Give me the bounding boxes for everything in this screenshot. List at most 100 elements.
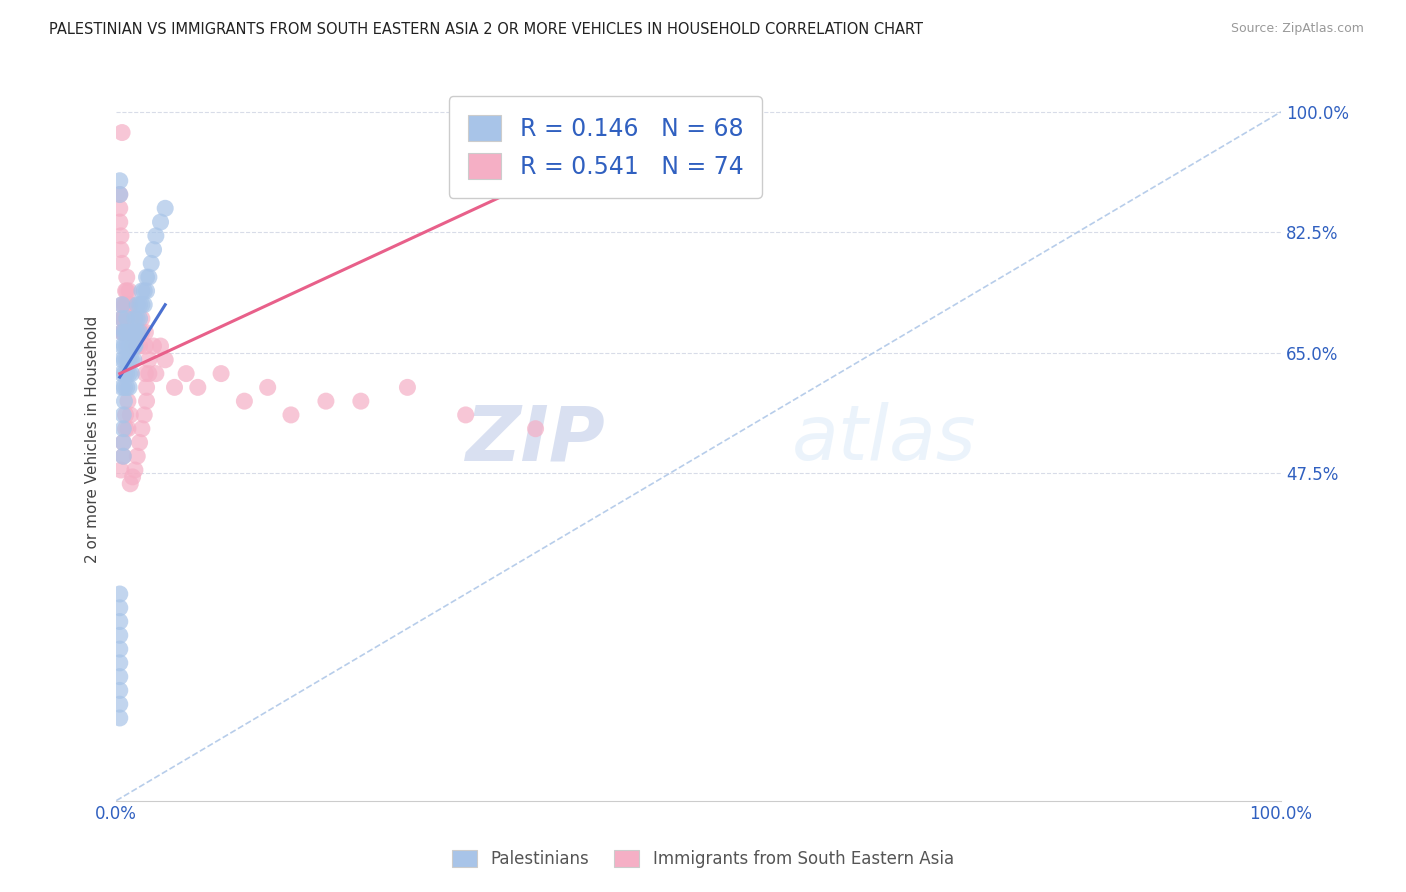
Point (114, 408, 136, 422)
Y-axis label: 2 or more Vehicles in Household: 2 or more Vehicles in Household (86, 316, 100, 563)
Point (111, 352, 134, 367)
Point (135, 380, 157, 394)
Point (145, 367, 167, 381)
Legend: R = 0.146   N = 68, R = 0.541   N = 74: R = 0.146 N = 68, R = 0.541 N = 74 (449, 96, 762, 198)
Point (108, 600, 131, 615)
Point (118, 326, 141, 340)
Point (111, 311, 134, 326)
Point (128, 339, 150, 353)
Point (112, 311, 135, 326)
Point (120, 326, 142, 340)
Point (124, 311, 146, 326)
Point (118, 367, 141, 381)
Point (134, 298, 156, 312)
Point (121, 339, 143, 353)
Point (134, 284, 156, 298)
Point (110, 228, 132, 243)
Point (209, 367, 232, 381)
Point (131, 298, 153, 312)
Point (112, 326, 135, 340)
Point (112, 298, 135, 312)
Point (120, 352, 142, 367)
Point (111, 367, 134, 381)
Point (187, 380, 209, 394)
Point (153, 202, 176, 216)
Point (120, 367, 142, 381)
Point (141, 256, 163, 270)
Point (110, 243, 132, 257)
Point (114, 298, 136, 312)
Point (112, 326, 135, 340)
Point (112, 352, 135, 367)
Point (112, 408, 135, 422)
Point (131, 284, 153, 298)
Legend: Palestinians, Immigrants from South Eastern Asia: Palestinians, Immigrants from South East… (446, 843, 960, 875)
Point (120, 326, 142, 340)
Point (256, 380, 278, 394)
Point (111, 298, 134, 312)
Point (127, 311, 149, 326)
Point (118, 284, 141, 298)
Point (115, 380, 138, 394)
Point (111, 126, 134, 140)
Point (120, 311, 142, 326)
Point (112, 380, 135, 394)
Point (108, 628, 131, 642)
Point (120, 476, 142, 491)
Point (128, 326, 150, 340)
Point (114, 284, 136, 298)
Point (108, 642, 131, 657)
Point (115, 339, 138, 353)
Point (111, 311, 134, 326)
Point (131, 422, 153, 436)
Point (112, 367, 135, 381)
Point (111, 298, 134, 312)
Point (112, 435, 135, 450)
Point (120, 339, 142, 353)
Text: ZIP: ZIP (465, 402, 606, 476)
Point (122, 352, 145, 367)
Point (115, 311, 138, 326)
Point (122, 339, 145, 353)
Point (138, 270, 160, 285)
Point (138, 352, 160, 367)
Point (108, 187, 131, 202)
Text: PALESTINIAN VS IMMIGRANTS FROM SOUTH EASTERN ASIA 2 OR MORE VEHICLES IN HOUSEHOL: PALESTINIAN VS IMMIGRANTS FROM SOUTH EAS… (49, 22, 924, 37)
Point (315, 394, 337, 409)
Point (127, 326, 149, 340)
Point (396, 380, 419, 394)
Point (108, 656, 131, 670)
Point (112, 394, 135, 409)
Point (174, 367, 197, 381)
Point (115, 367, 138, 381)
Point (131, 311, 153, 326)
Point (112, 449, 135, 463)
Point (108, 187, 131, 202)
Point (127, 449, 149, 463)
Point (111, 326, 134, 340)
Point (111, 380, 134, 394)
Point (128, 311, 150, 326)
Point (110, 463, 132, 477)
Point (135, 270, 157, 285)
Point (134, 326, 156, 340)
Point (127, 298, 149, 312)
Point (108, 215, 131, 229)
Point (112, 339, 135, 353)
Point (114, 422, 136, 436)
Point (124, 311, 146, 326)
Point (153, 352, 176, 367)
Point (524, 422, 547, 436)
Point (117, 422, 139, 436)
Point (135, 284, 157, 298)
Text: Source: ZipAtlas.com: Source: ZipAtlas.com (1230, 22, 1364, 36)
Point (111, 339, 134, 353)
Point (115, 270, 138, 285)
Point (142, 339, 165, 353)
Point (115, 326, 138, 340)
Point (108, 697, 131, 711)
Point (145, 228, 167, 243)
Point (454, 408, 477, 422)
Point (124, 339, 146, 353)
Point (120, 408, 142, 422)
